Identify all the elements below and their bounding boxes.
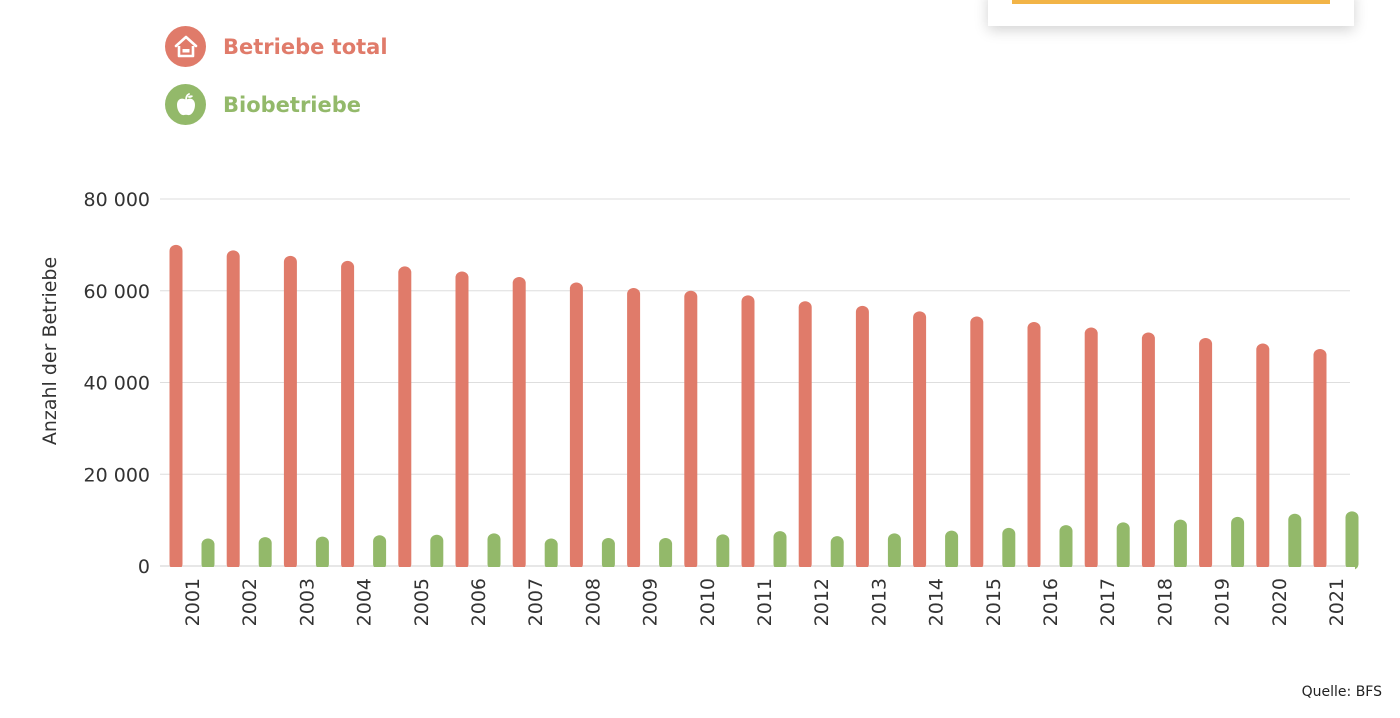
x-tick-label: 2008 bbox=[582, 578, 604, 626]
card-accent-bar bbox=[1012, 0, 1330, 4]
x-tick-label: 2003 bbox=[296, 578, 318, 626]
bar-total bbox=[1084, 327, 1098, 570]
bar-total bbox=[684, 290, 698, 570]
bar-total bbox=[512, 276, 526, 570]
bar-bio bbox=[1059, 525, 1073, 570]
bar-bio bbox=[1116, 522, 1130, 570]
x-tick-label: 2012 bbox=[811, 578, 833, 626]
bar-bio bbox=[887, 533, 901, 570]
bar-bio bbox=[773, 531, 787, 570]
bar-total bbox=[1199, 338, 1213, 570]
y-tick-labels: 0 20 000 40 000 60 000 80 000 bbox=[84, 189, 150, 578]
x-tick-label: 2021 bbox=[1326, 578, 1348, 626]
bar-total bbox=[855, 305, 869, 570]
bar-total bbox=[226, 250, 240, 570]
x-tick-label: 2020 bbox=[1269, 578, 1291, 626]
x-tick-label: 2011 bbox=[754, 578, 776, 626]
x-tick-label: 2018 bbox=[1154, 578, 1176, 626]
bar-bio bbox=[544, 538, 558, 570]
x-tick-label: 2017 bbox=[1097, 578, 1119, 626]
bar-total bbox=[169, 244, 183, 570]
bar-total bbox=[341, 260, 355, 570]
bar-bio bbox=[1173, 519, 1187, 570]
y-axis-title: Anzahl der Betriebe bbox=[39, 257, 61, 445]
bar-total bbox=[798, 301, 812, 570]
bar-bio bbox=[945, 530, 959, 570]
y-tick-label: 40 000 bbox=[84, 373, 150, 395]
x-tick-label: 2001 bbox=[182, 578, 204, 626]
x-tick-label: 2005 bbox=[411, 578, 433, 626]
x-tick-labels: 2001 2002 2003 2004 2005 2006 2007 2008 2009 2010… bbox=[182, 578, 1348, 626]
y-tick-label: 60 000 bbox=[84, 281, 150, 303]
x-tick-label: 2019 bbox=[1212, 578, 1234, 626]
bar-bio bbox=[1345, 511, 1359, 570]
bar-bio bbox=[373, 535, 387, 570]
legend-label-total: Betriebe total bbox=[223, 34, 388, 59]
bar-bio bbox=[430, 534, 444, 570]
legend-item-bio: Biobetriebe bbox=[165, 84, 361, 125]
bar-bio bbox=[258, 537, 272, 570]
bar-bio bbox=[201, 538, 215, 570]
bar-bio bbox=[1231, 516, 1245, 570]
bar-total bbox=[970, 316, 984, 570]
x-tick-label: 2007 bbox=[525, 578, 547, 626]
y-tick-label: 80 000 bbox=[84, 189, 150, 211]
bar-total bbox=[455, 271, 469, 570]
house-icon bbox=[165, 26, 206, 67]
bar-series bbox=[155, 244, 1359, 572]
bar-bio bbox=[716, 534, 730, 570]
source-note: Quelle: BFS bbox=[1301, 684, 1382, 700]
bar-bio bbox=[315, 536, 329, 570]
bar-total bbox=[627, 287, 641, 570]
bar-total bbox=[1141, 332, 1155, 570]
legend-label-bio: Biobetriebe bbox=[223, 92, 362, 117]
x-tick-label: 2010 bbox=[697, 578, 719, 626]
bar-total bbox=[913, 311, 927, 570]
bar-bio bbox=[1002, 527, 1016, 570]
baseline-mask bbox=[155, 567, 1355, 572]
apple-icon bbox=[165, 84, 206, 125]
x-tick-label: 2009 bbox=[640, 578, 662, 626]
x-tick-label: 2014 bbox=[926, 578, 948, 626]
bar-total bbox=[569, 282, 583, 570]
x-tick-label: 2015 bbox=[983, 578, 1005, 626]
x-tick-label: 2006 bbox=[468, 578, 490, 626]
bar-total bbox=[398, 266, 412, 570]
overlay-card bbox=[988, 0, 1354, 26]
bar-bio bbox=[1288, 513, 1302, 570]
bar-bio bbox=[830, 536, 844, 570]
y-tick-label: 0 bbox=[138, 556, 150, 578]
legend-item-total: Betriebe total bbox=[165, 26, 388, 67]
bar-total bbox=[283, 255, 297, 570]
grid-lines bbox=[160, 198, 1350, 567]
bar-total bbox=[741, 295, 755, 570]
bar-bio bbox=[487, 533, 501, 570]
bar-total bbox=[1313, 349, 1327, 570]
bar-total bbox=[1027, 321, 1041, 570]
bar-total bbox=[1256, 343, 1270, 570]
y-tick-label: 20 000 bbox=[84, 464, 150, 486]
bar-bio bbox=[659, 538, 673, 570]
x-tick-label: 2013 bbox=[868, 578, 890, 626]
x-tick-label: 2016 bbox=[1040, 578, 1062, 626]
bar-bio bbox=[601, 538, 615, 570]
x-tick-label: 2002 bbox=[239, 578, 261, 626]
x-tick-label: 2004 bbox=[354, 578, 376, 626]
